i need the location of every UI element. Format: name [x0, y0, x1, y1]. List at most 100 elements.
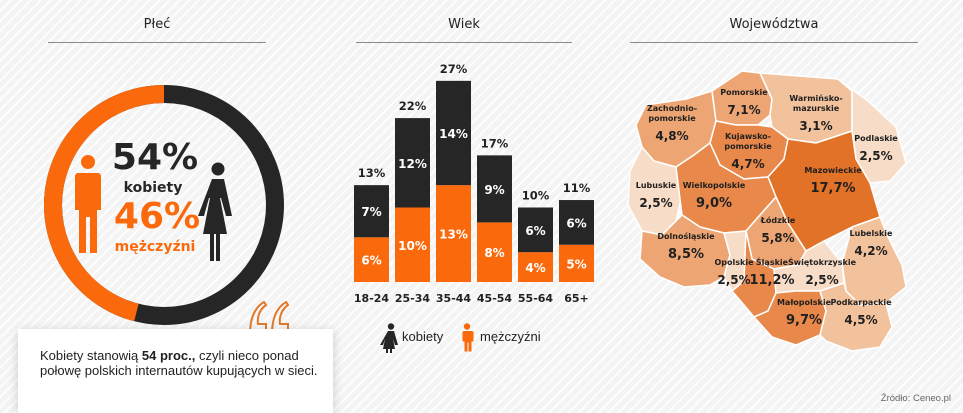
legend-woman-icon [380, 323, 398, 353]
section-divider [630, 42, 918, 43]
region-label-pomorskie: Pomorskie 7,1% [720, 88, 768, 117]
region-label-dolnośląskie: Dolnośląskie 8,5% [657, 231, 715, 262]
quote-card: Kobiety stanowią 54 proc., czyli nieco p… [18, 329, 333, 413]
region-value: 4,5% [844, 313, 877, 327]
region-label-lubuskie: Lubuskie 2,5% [636, 181, 677, 210]
section-title-regions: Województwa [729, 17, 819, 32]
bar-total-25-34: 22% [399, 99, 427, 113]
region-value: 11,2% [749, 273, 794, 288]
bar-total-55-64: 10% [522, 189, 550, 203]
man-icon [75, 155, 101, 253]
section-divider [48, 42, 266, 43]
region-name: Wielkopolskie [683, 181, 746, 190]
region-value: 2,5% [859, 149, 892, 163]
bar-men-25-34 [395, 207, 430, 282]
bar-label-women-65+: 6% [566, 216, 586, 230]
bar-label-men-25-34: 10% [398, 239, 427, 253]
bar-women-45-54 [477, 155, 512, 223]
region-value: 17,7% [810, 181, 855, 196]
bar-women-25-34 [395, 118, 430, 208]
category-label-65+: 65+ [564, 292, 589, 305]
region-value: 2,5% [717, 273, 750, 287]
region-label-mazowieckie: Mazowieckie 17,7% [804, 166, 862, 196]
region-name: Podkarpackie [830, 298, 892, 307]
region-label-podkarpackie: Podkarpackie 4,5% [830, 298, 892, 327]
section-title-gender: Płeć [143, 17, 171, 32]
legend-men-label: mężczyźni [480, 329, 541, 344]
source-note: Źródło: Ceneo.pl [880, 393, 951, 404]
region-label-warmińsko-mazurskie: Warmińsko-mazurskie 3,1% [789, 94, 842, 133]
region-name: Warmińsko- [789, 94, 842, 103]
region-value: 3,1% [799, 119, 832, 133]
bar-men-35-44 [436, 185, 471, 282]
region-value: 9,0% [696, 196, 732, 211]
region-label-podlaskie: Podlaskie 2,5% [854, 134, 898, 163]
region-value: 9,7% [786, 313, 822, 328]
bar-label-women-45-54: 9% [484, 183, 504, 197]
region-podlaskie-shape [837, 78, 907, 184]
region-name: Kujawsko- [725, 132, 771, 141]
section-title-age: Wiek [448, 17, 480, 32]
region-name: Pomorskie [720, 88, 768, 97]
region-name: Opolskie [714, 258, 754, 267]
bar-men-18-24 [354, 237, 389, 282]
category-label-25-34: 25-34 [395, 292, 431, 305]
bar-label-women-35-44: 14% [439, 127, 468, 141]
region-name: Świętokrzyskie [788, 256, 857, 267]
region-name: Łódzkie [760, 215, 796, 225]
region-value: 4,2% [854, 244, 887, 258]
women-percent: 54% [112, 137, 198, 178]
region-name: Śląskie [756, 256, 789, 267]
region-name: Lubelskie [850, 229, 894, 238]
bar-women-18-24 [354, 185, 389, 238]
region-value: 2,5% [805, 273, 838, 287]
bar-label-women-25-34: 12% [398, 157, 427, 171]
donut-segment-men [44, 85, 165, 322]
region-name: Podlaskie [854, 134, 898, 143]
bar-label-men-45-54: 8% [484, 246, 504, 260]
men-percent: 46% [114, 196, 200, 237]
bar-total-18-24: 13% [358, 166, 386, 180]
region-value: 4,7% [731, 157, 764, 171]
region-value: 5,8% [761, 231, 794, 245]
bar-label-women-18-24: 7% [361, 205, 381, 219]
region-name: pomorskie [648, 114, 696, 123]
bar-total-35-44: 27% [440, 62, 468, 76]
region-label-opolskie: Opolskie 2,5% [714, 258, 754, 287]
bar-women-35-44 [436, 80, 471, 186]
legend-women-label: kobiety [402, 329, 444, 344]
woman-icon [198, 162, 232, 261]
region-label-świętokrzyskie: Świętokrzyskie 2,5% [788, 256, 857, 287]
region-name: Zachodnio- [647, 104, 697, 113]
region-label-śląskie: Śląskie 11,2% [749, 256, 794, 288]
bar-label-men-65+: 5% [566, 257, 586, 271]
region-name: mazurskie [793, 104, 840, 113]
quote-marks-icon [249, 300, 290, 337]
age-stacked-bar-chart: 6% 7% 13% 18-24 10% 12% 22% 25-34 13% 14% 27% 35-44… [354, 62, 594, 305]
bar-label-men-18-24: 6% [361, 254, 381, 268]
region-label-łódzkie: Łódzkie 5,8% [760, 215, 796, 245]
section-divider [356, 42, 572, 43]
quote-text: Kobiety stanowią 54 proc., czyli nieco p… [40, 348, 318, 378]
category-label-45-54: 45-54 [477, 292, 513, 305]
region-name: Lubuskie [636, 181, 677, 190]
region-label-lubelskie: Lubelskie 4,2% [850, 229, 894, 258]
women-label: kobiety [124, 180, 183, 196]
bar-label-men-55-64: 4% [525, 261, 545, 275]
region-value: 7,1% [727, 103, 760, 117]
bar-men-45-54 [477, 222, 512, 282]
region-shapes [627, 70, 907, 352]
category-label-18-24: 18-24 [354, 292, 390, 305]
bar-label-men-35-44: 13% [439, 228, 468, 242]
bar-women-65+ [559, 200, 594, 245]
region-name: Małopolskie [777, 298, 832, 307]
bar-total-45-54: 17% [481, 136, 509, 150]
bar-men-55-64 [518, 252, 553, 282]
region-label-kujawsko-pomorskie: Kujawsko-pomorskie 4,7% [724, 132, 772, 171]
region-value: 8,5% [668, 247, 704, 262]
gender-donut-chart: 54% kobiety 46% mężczyźni [44, 85, 284, 325]
region-label-zachodnio-pomorskie: Zachodnio-pomorskie 4,8% [647, 104, 697, 143]
bar-total-65+: 11% [563, 181, 591, 195]
bar-men-65+ [559, 244, 594, 282]
region-label-wielkopolskie: Wielkopolskie 9,0% [683, 181, 746, 211]
